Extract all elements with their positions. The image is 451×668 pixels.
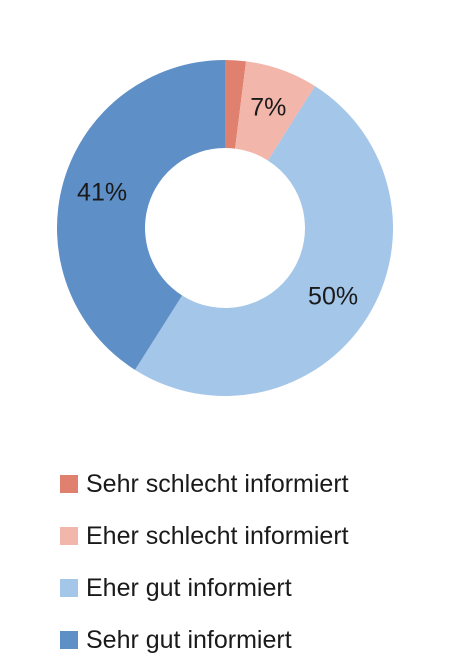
legend-swatch-sehr-gut [60, 631, 78, 649]
legend-item-sehr-schlecht: Sehr schlecht informiert [60, 458, 349, 510]
data-label-eher-schlecht: 7% [250, 94, 286, 122]
donut-data-labels: 7% 50% 41% [77, 94, 358, 311]
legend-item-eher-gut: Eher gut informiert [60, 562, 349, 614]
slice-sehr-schlecht [225, 60, 247, 149]
legend-swatch-eher-schlecht [60, 527, 78, 545]
legend-item-sehr-gut: Sehr gut informiert [60, 614, 349, 666]
donut-slices [56, 60, 394, 397]
donut-chart: 7% 50% 41% [56, 60, 394, 397]
legend-item-eher-schlecht: Eher schlecht informiert [60, 510, 349, 562]
legend-label-eher-gut: Eher gut informiert [86, 573, 292, 602]
legend-swatch-eher-gut [60, 579, 78, 597]
slice-eher-gut [134, 86, 394, 397]
data-label-sehr-gut: 41% [77, 178, 127, 206]
slice-sehr-gut [56, 60, 225, 370]
legend-label-eher-schlecht: Eher schlecht informiert [86, 521, 349, 550]
legend-label-sehr-gut: Sehr gut informiert [86, 625, 292, 654]
slice-eher-schlecht [235, 61, 316, 161]
legend-swatch-sehr-schlecht [60, 475, 78, 493]
legend-label-sehr-schlecht: Sehr schlecht informiert [86, 469, 349, 498]
data-label-eher-gut: 50% [308, 283, 358, 311]
chart-legend: Sehr schlecht informiert Eher schlecht i… [60, 458, 349, 666]
